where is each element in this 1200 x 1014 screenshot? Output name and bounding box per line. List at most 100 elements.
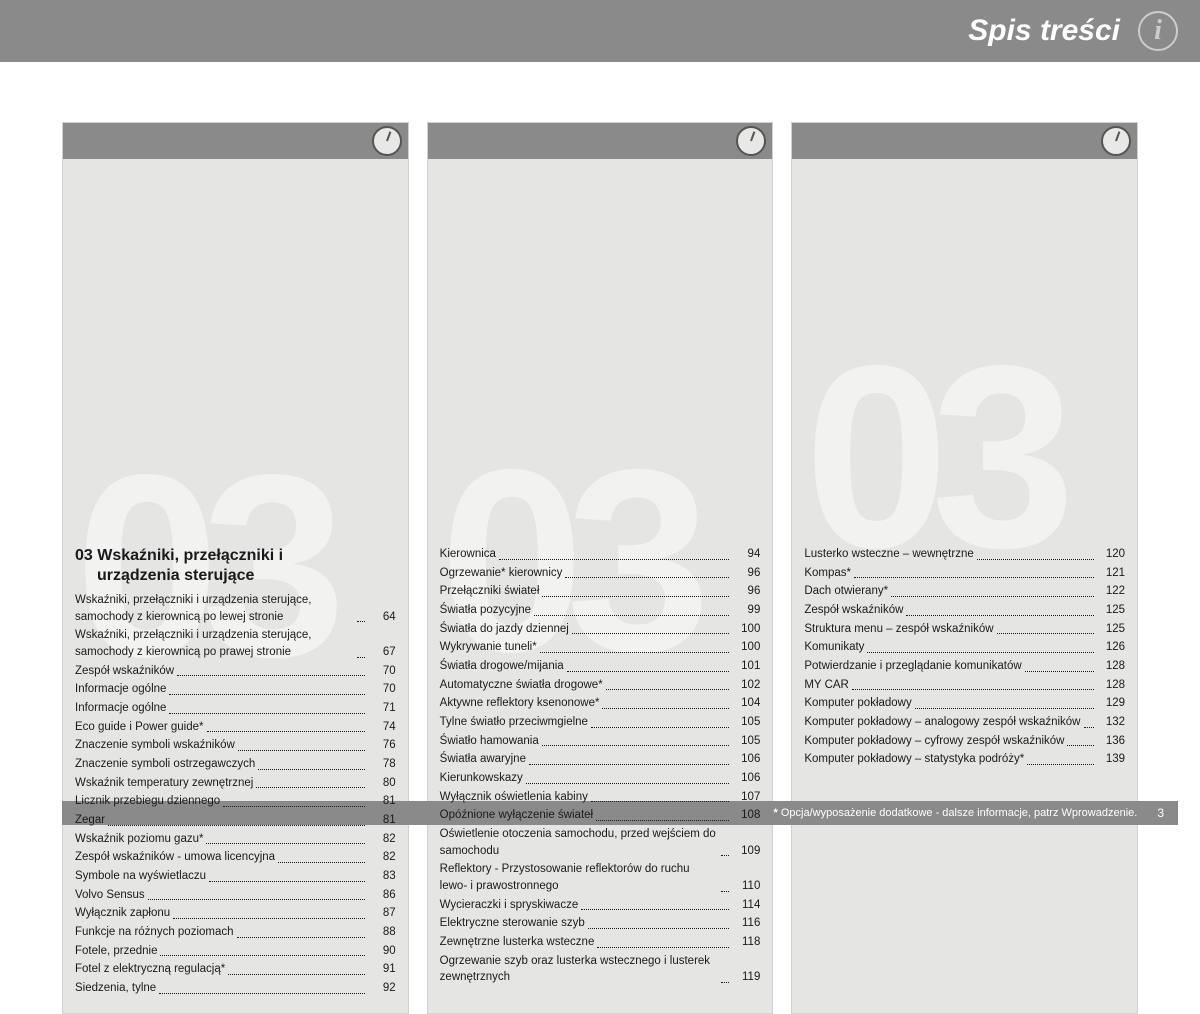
toc-label: Wycieraczki i spryskiwacze: [440, 897, 579, 914]
toc-entry[interactable]: Fotel z elektryczną regulacją*91: [75, 961, 396, 978]
toc-entry[interactable]: Siedzenia, tylne92: [75, 980, 396, 997]
toc-dots: [207, 731, 365, 732]
toc-entry[interactable]: Przełączniki świateł96: [440, 583, 761, 600]
toc-dots: [597, 947, 729, 948]
toc-entry[interactable]: Zegar81: [75, 812, 396, 829]
toc-entry[interactable]: Symbole na wyświetlaczu83: [75, 868, 396, 885]
toc-dots: [565, 577, 729, 578]
toc-entry[interactable]: Informacje ogólne71: [75, 700, 396, 717]
toc-entry[interactable]: Funkcje na różnych poziomach88: [75, 924, 396, 941]
toc-page: 114: [732, 897, 760, 914]
toc-entry[interactable]: Ogrzewanie* kierownicy96: [440, 565, 761, 582]
toc-entry[interactable]: Kierownica94: [440, 546, 761, 563]
toc-entry[interactable]: Lusterko wsteczne – wewnętrzne120: [804, 546, 1125, 563]
toc-entry[interactable]: Fotele, przednie90: [75, 943, 396, 960]
toc-entry[interactable]: Wycieraczki i spryskiwacze 114: [440, 897, 761, 914]
toc-entry[interactable]: Wskaźniki, przełączniki i urządzenia ste…: [75, 627, 396, 660]
toc-page: 107: [732, 789, 760, 806]
toc-entry[interactable]: Opóźnione wyłączenie świateł108: [440, 807, 761, 824]
toc-entry[interactable]: Eco guide i Power guide*74: [75, 719, 396, 736]
toc-page: 70: [368, 663, 396, 680]
toc-entry[interactable]: Aktywne reflektory ksenonowe*104: [440, 695, 761, 712]
toc-page: 106: [732, 770, 760, 787]
toc-entry[interactable]: Wykrywanie tuneli*100: [440, 639, 761, 656]
toc-entry[interactable]: Kierunkowskazy106: [440, 770, 761, 787]
toc-entry[interactable]: Światło hamowania105: [440, 733, 761, 750]
toc-dots: [721, 855, 729, 856]
toc-page: 64: [368, 609, 396, 626]
toc-entry[interactable]: Znaczenie symboli wskaźników76: [75, 737, 396, 754]
toc-entry[interactable]: Światła awaryjne106: [440, 751, 761, 768]
toc-entry[interactable]: Komputer pokładowy – cyfrowy zespół wska…: [804, 733, 1125, 750]
toc-label: Zegar: [75, 812, 105, 829]
toc-entry[interactable]: Zespół wskaźników125: [804, 602, 1125, 619]
toc-dots: [596, 820, 729, 821]
toc-page: 128: [1097, 658, 1125, 675]
toc-dots: [237, 937, 365, 938]
toc-page: 90: [368, 943, 396, 960]
toc-entry[interactable]: Znaczenie symboli ostrzegawczych78: [75, 756, 396, 773]
toc-entry[interactable]: Wyłącznik zapłonu87: [75, 905, 396, 922]
toc-entry[interactable]: Światła drogowe/mijania101: [440, 658, 761, 675]
toc-entry[interactable]: Zespół wskaźników70: [75, 663, 396, 680]
toc-entry[interactable]: Komputer pokładowy129: [804, 695, 1125, 712]
toc-label: Komunikaty: [804, 639, 864, 656]
toc-dots: [721, 891, 729, 892]
toc-entry[interactable]: Elektryczne sterowanie szyb116: [440, 915, 761, 932]
toc-entry[interactable]: Komputer pokładowy – statystyka podróży*…: [804, 751, 1125, 768]
toc-dots: [906, 615, 1094, 616]
toc-label: Światła do jazdy dziennej: [440, 621, 569, 638]
toc-label: Volvo Sensus: [75, 887, 145, 904]
toc-dots: [591, 801, 729, 802]
toc-column-3: 03 Lusterko wsteczne – wewnętrzne120Komp…: [791, 122, 1138, 1014]
toc-page: 110: [732, 878, 760, 895]
toc-entry[interactable]: Wskaźniki, przełączniki i urządzenia ste…: [75, 592, 396, 625]
toc-entry[interactable]: Ogrzewanie szyb oraz lusterka wstecznego…: [440, 953, 761, 986]
toc-label: Licznik przebiegu dziennego: [75, 793, 220, 810]
toc-entry[interactable]: Światła pozycyjne99: [440, 602, 761, 619]
toc-entry[interactable]: Informacje ogólne70: [75, 681, 396, 698]
toc-label: Kompas*: [804, 565, 851, 582]
toc-entry[interactable]: Potwierdzanie i przeglądanie komunikatów…: [804, 658, 1125, 675]
toc-label: Opóźnione wyłączenie świateł: [440, 807, 593, 824]
toc-page: 120: [1097, 546, 1125, 563]
toc-page: 139: [1097, 751, 1125, 768]
toc-entry[interactable]: Zespół wskaźników - umowa licencyjna82: [75, 849, 396, 866]
toc-page: 125: [1097, 602, 1125, 619]
toc-page: 82: [368, 849, 396, 866]
toc-entry[interactable]: Dach otwierany*122: [804, 583, 1125, 600]
toc-label: Dach otwierany*: [804, 583, 888, 600]
toc-dots: [108, 825, 365, 826]
toc-entry[interactable]: Volvo Sensus86: [75, 887, 396, 904]
toc-entry[interactable]: Komunikaty126: [804, 639, 1125, 656]
toc-page: 92: [368, 980, 396, 997]
toc-entry[interactable]: MY CAR128: [804, 677, 1125, 694]
toc-entry[interactable]: Struktura menu – zespół wskaźników125: [804, 621, 1125, 638]
toc-label: Kierownica: [440, 546, 496, 563]
toc-entry[interactable]: Zewnętrzne lusterka wsteczne118: [440, 934, 761, 951]
toc-entry[interactable]: Tylne światło przeciwmgielne105: [440, 714, 761, 731]
toc-dots: [1084, 727, 1095, 728]
toc-entry[interactable]: Reflektory - Przystosowanie reflektorów …: [440, 861, 761, 894]
toc-dots: [572, 633, 730, 634]
toc-dots: [173, 918, 365, 919]
toc-dots: [721, 982, 729, 983]
toc-entry[interactable]: Automatyczne światła drogowe*102: [440, 677, 761, 694]
toc-dots: [256, 787, 364, 788]
column-header: [792, 123, 1137, 159]
toc-page: 76: [368, 737, 396, 754]
toc-entry[interactable]: Licznik przebiegu dziennego81: [75, 793, 396, 810]
column-header: [428, 123, 773, 159]
toc-entry[interactable]: Komputer pokładowy – analogowy zespół ws…: [804, 714, 1125, 731]
toc-page: 128: [1097, 677, 1125, 694]
toc-entry[interactable]: Światła do jazdy dziennej100: [440, 621, 761, 638]
toc-dots: [591, 727, 729, 728]
toc-entry[interactable]: Wskaźnik temperatury zewnętrznej80: [75, 775, 396, 792]
toc-dots: [238, 750, 365, 751]
toc-page: 136: [1097, 733, 1125, 750]
toc-entry[interactable]: Oświetlenie otoczenia samochodu, przed w…: [440, 826, 761, 859]
toc-dots: [534, 615, 729, 616]
toc-label: Aktywne reflektory ksenonowe*: [440, 695, 600, 712]
toc-entry[interactable]: Wyłącznik oświetlenia kabiny107: [440, 789, 761, 806]
toc-entry[interactable]: Kompas*121: [804, 565, 1125, 582]
